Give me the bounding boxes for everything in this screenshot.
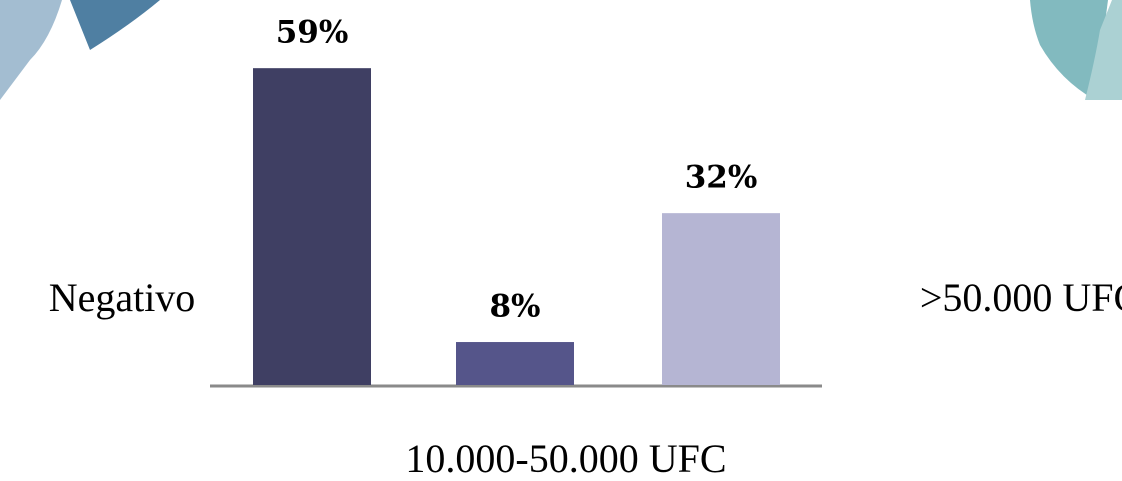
bar — [253, 68, 371, 385]
category-label: >50.000 UFC — [920, 275, 1122, 320]
value-label: 32% — [685, 160, 758, 196]
value-label: 59% — [276, 15, 349, 51]
chart: 59% Negativo 8% 10.000-50.000 UFC 32% >50.000… — [0, 0, 1122, 481]
value-label: 8% — [489, 289, 540, 325]
category-label: 10.000-50.000 UFC — [405, 436, 726, 481]
bar — [662, 213, 780, 385]
category-label: Negativo — [49, 275, 196, 320]
decoration — [0, 0, 1122, 100]
bar — [456, 342, 574, 385]
